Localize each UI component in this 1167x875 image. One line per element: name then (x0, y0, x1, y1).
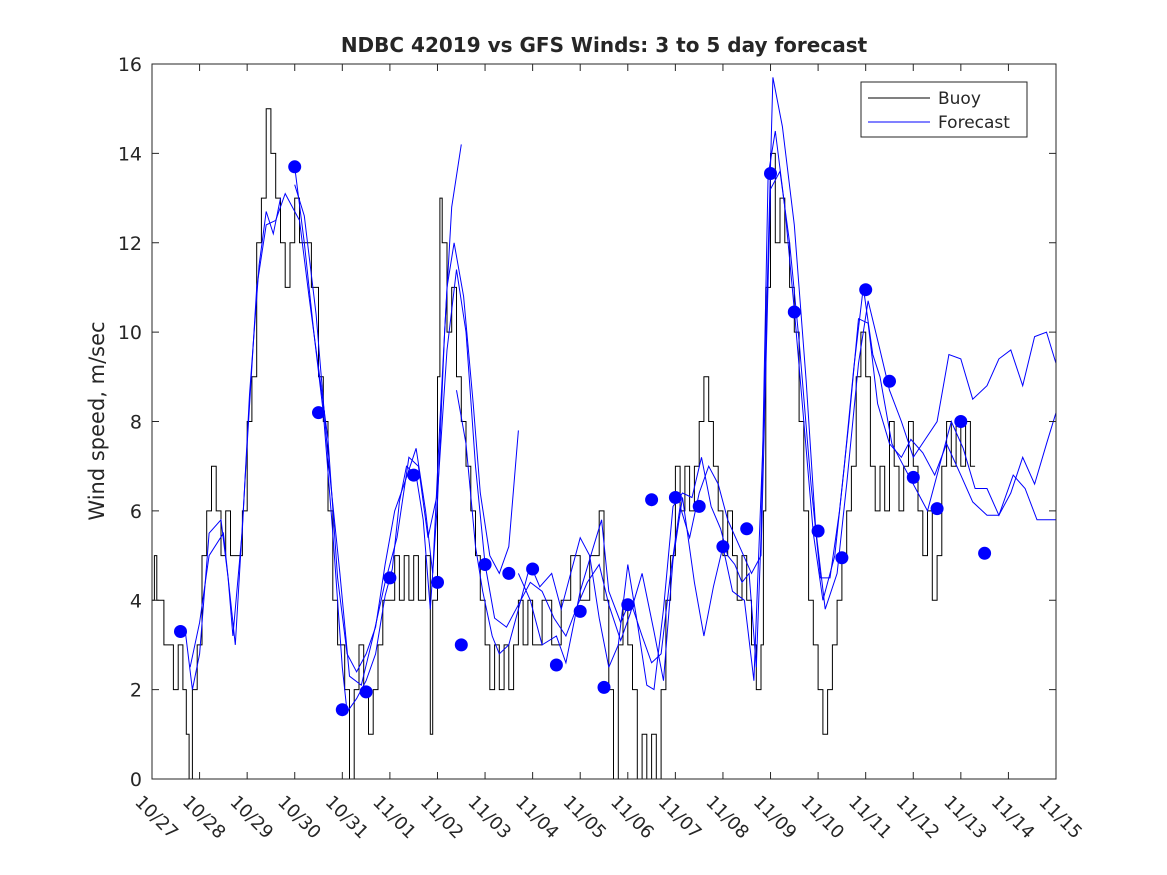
y-tick-label: 2 (130, 680, 142, 702)
forecast-point (312, 406, 325, 420)
y-axis-label: Wind speed, m/sec (85, 321, 109, 520)
y-tick-label: 14 (118, 143, 142, 165)
forecast-point (740, 522, 754, 536)
series-line-forecast-0 (184, 198, 281, 690)
forecast-point (359, 685, 373, 699)
forecast-point (383, 571, 397, 585)
series-line-forecast-6 (294, 77, 1057, 687)
chart-title: NDBC 42019 vs GFS Winds: 3 to 5 day fore… (341, 33, 868, 57)
y-tick-label: 0 (130, 769, 142, 791)
forecast-point (288, 160, 302, 174)
forecast-point (906, 470, 920, 484)
forecast-point (621, 598, 635, 612)
legend-box (860, 81, 1028, 138)
forecast-point (978, 546, 992, 560)
forecast-point (478, 558, 492, 571)
forecast-point (716, 540, 730, 554)
y-tick-label: 8 (130, 412, 142, 434)
forecast-point (811, 524, 825, 538)
forecast-point (645, 493, 659, 507)
forecast-point (597, 680, 611, 694)
legend-forecast-label: Forecast (938, 113, 1010, 133)
forecast-point (764, 167, 777, 180)
forecast-point (526, 562, 540, 576)
y-tick-label: 10 (118, 322, 142, 344)
series-line-forecast-4 (189, 192, 519, 673)
plot-area (152, 64, 1056, 779)
forecast-point (883, 374, 896, 388)
forecast-point (859, 283, 873, 297)
series-line-forecast-1 (294, 144, 462, 714)
forecast-point (431, 575, 444, 589)
legend: Buoy Forecast (860, 81, 1028, 138)
forecast-point (787, 305, 801, 319)
forecast-point (573, 604, 587, 618)
legend-buoy-label: Buoy (938, 89, 981, 109)
forecast-point (549, 658, 563, 672)
forecast-point (454, 638, 468, 652)
y-tick-label: 12 (118, 233, 142, 255)
forecast-point (174, 625, 187, 638)
marker-layer (174, 160, 992, 717)
forecast-point (930, 502, 944, 516)
forecast-point (835, 551, 849, 565)
y-tick-label: 6 (130, 501, 142, 523)
forecast-point (692, 499, 706, 513)
series-line-forecast-5 (517, 169, 1057, 665)
y-axis-ticks: 0 2 4 6 8 10 12 14 16 (118, 54, 1056, 791)
forecast-point (502, 566, 516, 580)
forecast-point (407, 468, 421, 482)
forecast-point (335, 703, 349, 717)
y-tick-label: 4 (130, 590, 142, 612)
y-tick-label: 16 (118, 54, 142, 76)
forecast-point (668, 491, 682, 504)
forecast-point (954, 415, 968, 428)
